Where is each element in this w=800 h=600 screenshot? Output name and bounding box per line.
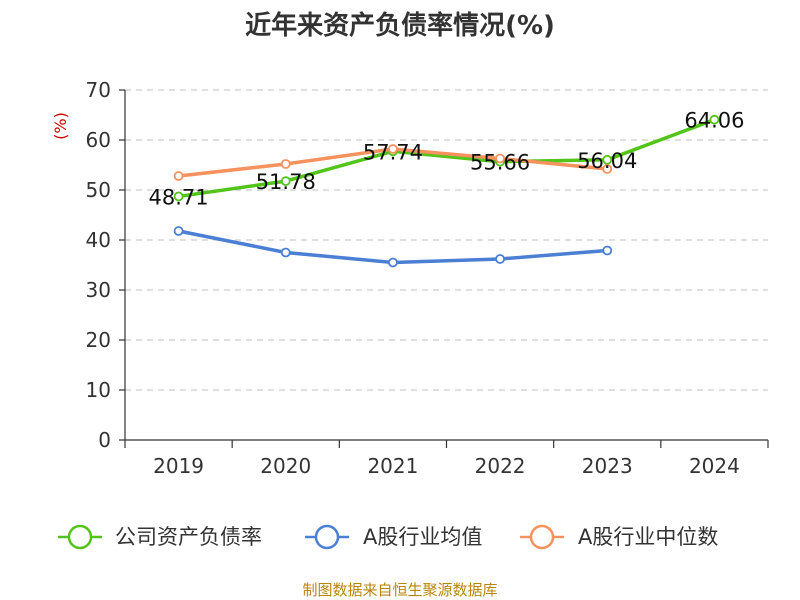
legend-label: A股行业中位数 — [578, 525, 718, 549]
source-note: 制图数据来自恒生聚源数据库 — [302, 581, 497, 599]
y-tick-label: 0 — [98, 428, 111, 452]
data-labels: 48.71 51.78 57.74 55.66 56.04 64.06 — [149, 109, 745, 210]
data-label: 57.74 — [363, 140, 423, 164]
data-label: 55.66 — [470, 151, 530, 175]
legend-marker — [314, 524, 340, 550]
data-label: 51.78 — [256, 170, 316, 194]
y-tick-label: 70 — [86, 78, 111, 102]
data-point — [602, 245, 613, 256]
data-point — [280, 247, 291, 258]
data-point — [602, 154, 613, 165]
series-line-0 — [176, 117, 717, 199]
legend-marker — [529, 524, 555, 550]
legend: 公司资产负债率 A股行业均值 A股行业中位数 — [58, 524, 718, 550]
y-tick-label: 60 — [86, 128, 111, 152]
grid-lines — [125, 89, 768, 391]
x-tick-label: 2019 — [153, 454, 204, 478]
data-point — [602, 164, 613, 174]
data-point — [173, 226, 184, 236]
data-point — [280, 176, 291, 187]
data-label: 48.71 — [149, 185, 209, 209]
data-point — [388, 144, 398, 154]
series-layer — [173, 114, 720, 268]
x-tick-label: 2024 — [689, 454, 740, 478]
y-tick-label: 10 — [86, 378, 111, 402]
legend-marker — [67, 524, 93, 550]
data-point — [280, 159, 291, 169]
data-point — [495, 254, 505, 264]
legend-label: A股行业均值 — [363, 525, 482, 549]
data-point — [495, 153, 505, 164]
x-tick-label: 2023 — [582, 454, 633, 478]
data-point — [173, 171, 184, 181]
axes: 0 10 20 30 40 50 60 70 2019 2020 2021 2022 2023 2024 — [86, 78, 769, 478]
y-tick-label: 20 — [86, 328, 111, 352]
data-label: 64.06 — [684, 109, 744, 133]
data-label: 56.04 — [577, 149, 637, 173]
x-tick-label: 2020 — [260, 454, 311, 478]
legend-label: 公司资产负债率 — [115, 525, 262, 549]
x-tick-label: 2022 — [475, 454, 526, 478]
y-axis-unit: (%) — [51, 112, 70, 140]
y-tick-label: 50 — [86, 178, 111, 202]
chart-title: 近年来资产负债率情况(%) — [245, 10, 555, 41]
x-tick-label: 2021 — [367, 454, 418, 478]
data-point — [388, 257, 398, 268]
data-point — [709, 114, 720, 125]
data-point — [173, 191, 184, 202]
y-tick-label: 30 — [86, 278, 111, 302]
y-tick-label: 40 — [86, 228, 111, 252]
